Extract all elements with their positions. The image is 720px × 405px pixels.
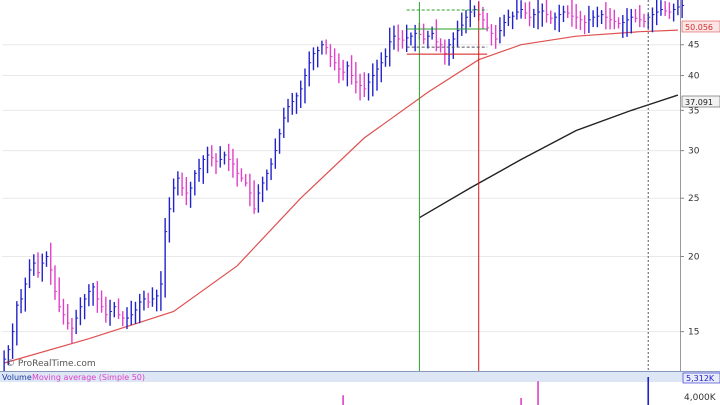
volume-badge-box	[682, 372, 720, 384]
tick-label-35: 35	[688, 106, 699, 116]
moving-average-long-line	[419, 94, 679, 219]
price-badge-top-box	[681, 20, 720, 33]
moving-average-layer	[3, 29, 679, 364]
volume-badge-label: 5,312K	[686, 374, 715, 383]
price-badge-top-label: 50.056	[685, 23, 713, 32]
price-badge-long-ma: 37.091	[681, 95, 720, 108]
marker-lines	[406, 0, 649, 371]
watermark-text: © ProRealTime.com	[6, 359, 96, 369]
volume-panel-header	[0, 372, 720, 382]
tick-label-30: 30	[688, 147, 700, 157]
tick-label-15: 15	[688, 328, 699, 338]
volume-label: Volume	[2, 373, 32, 382]
price-badge-long-ma-label: 37.091	[685, 98, 713, 107]
volume-panel: Volume Moving average (Simple 50) 5,312K…	[0, 371, 720, 405]
price-axis: 15 20 25 30 35 40 45	[680, 0, 700, 371]
moving-average-short-line	[3, 29, 678, 364]
volume-ma-label: Moving average (Simple 50)	[32, 373, 145, 382]
volume-tick-label: 4,000K	[684, 393, 717, 403]
price-badge-top: 50.056	[681, 20, 720, 33]
price-bars	[3, 0, 685, 375]
tick-label-20: 20	[688, 253, 700, 263]
tick-label-40: 40	[688, 71, 700, 81]
grid-layer	[2, 44, 680, 333]
price-badge-long-ma-box	[681, 95, 720, 108]
tick-label-25: 25	[688, 194, 699, 204]
tick-label-45: 45	[688, 41, 699, 51]
volume-bars	[342, 377, 650, 405]
